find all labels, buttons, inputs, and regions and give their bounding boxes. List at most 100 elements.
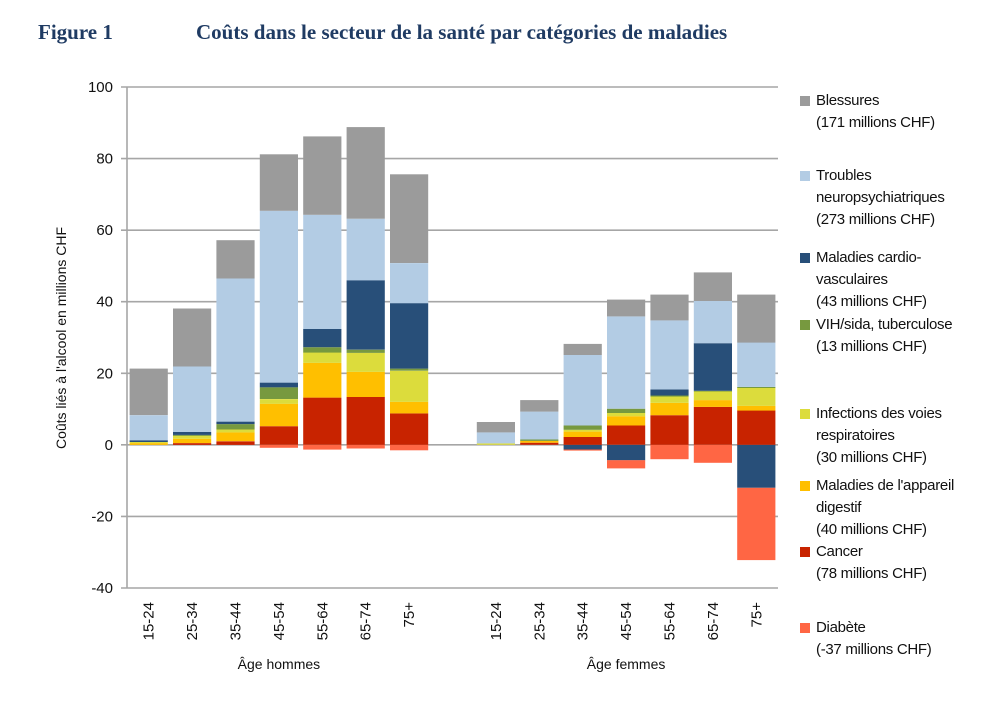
bar-segment-cancer xyxy=(346,396,385,445)
bar-segment-respiratory xyxy=(476,443,515,445)
bar-segment-neuro xyxy=(650,320,689,390)
bar-segment-cardio xyxy=(607,444,646,461)
legend-label: Diabète (-37 millions CHF) xyxy=(816,617,1000,661)
legend-label-line: Cancer xyxy=(816,543,863,560)
bar-segment-digestive xyxy=(216,432,255,442)
legend-label: Infections des voies respiratoires (30 mil… xyxy=(816,403,1000,469)
bar-segment-injuries xyxy=(346,127,385,219)
bar-segment-digestive xyxy=(346,371,385,397)
bar-segment-cardio xyxy=(563,444,602,450)
bar-segment-neuro xyxy=(346,218,385,281)
bar-segment-diabetes xyxy=(563,449,602,451)
bar-segment-neuro xyxy=(390,263,429,304)
bar-segment-hiv xyxy=(303,347,342,353)
bar-segment-injuries xyxy=(390,174,429,263)
x-tick-label: 75+ xyxy=(401,602,418,628)
bar-segment-hiv xyxy=(737,386,776,388)
bar-segment-neuro xyxy=(129,415,168,441)
bar-segment-digestive xyxy=(650,403,689,416)
bar-segment-hiv xyxy=(650,395,689,397)
bar-segment-diabetes xyxy=(259,444,298,448)
legend-swatch xyxy=(800,547,810,557)
bar-segment-neuro xyxy=(259,210,298,383)
x-tick-label: 45-54 xyxy=(618,602,635,640)
bar-segment-cancer xyxy=(520,442,559,445)
legend-label-line: (40 millions CHF) xyxy=(816,521,927,538)
bar-segment-cancer xyxy=(693,406,732,445)
x-tick-label: 15-24 xyxy=(141,602,158,640)
bar-segment-digestive xyxy=(129,443,168,445)
bar-segment-cardio xyxy=(346,280,385,350)
y-tick-label: 60 xyxy=(96,222,113,239)
bar-segment-cardio xyxy=(650,389,689,396)
bar-segment-cancer xyxy=(216,441,255,445)
x-tick-label: 25-34 xyxy=(184,602,201,640)
bar-segment-neuro xyxy=(563,355,602,426)
bar-segment-diabetes xyxy=(650,444,689,460)
figure-number: Figure 1 xyxy=(38,20,113,44)
bar-segment-hiv xyxy=(520,439,559,441)
x-tick-label: 35-44 xyxy=(228,602,245,640)
legend-label: Maladies cardio-vasculaires (43 millions … xyxy=(816,247,1000,313)
bar-segment-cancer xyxy=(737,410,776,445)
group-label: Âge hommes xyxy=(238,656,320,672)
bar-segment-digestive xyxy=(390,401,429,414)
bar-segment-respiratory xyxy=(737,388,776,406)
bar-segment-injuries xyxy=(173,308,212,367)
bar-segment-injuries xyxy=(520,400,559,412)
bar-segment-cardio xyxy=(129,440,168,442)
legend-label-line: (13 millions CHF) xyxy=(816,338,927,355)
bar-segment-neuro xyxy=(693,301,732,344)
legend-label: VIH/sida, tuberculose (13 millions CHF) xyxy=(816,314,1000,358)
figure-title: Coûts dans le secteur de la santé par ca… xyxy=(196,20,728,44)
y-tick-label: -40 xyxy=(91,580,113,597)
bar-segment-injuries xyxy=(737,294,776,343)
bar-segment-neuro xyxy=(520,411,559,440)
x-tick-label: 35-44 xyxy=(575,602,592,640)
bar-segment-cardio xyxy=(390,303,429,369)
legend-label: Maladies de l'appareil digestif (40 millio… xyxy=(816,475,1000,541)
bar-segment-cancer xyxy=(563,437,602,445)
bar-segment-diabetes xyxy=(737,487,776,561)
bar-segment-respiratory xyxy=(563,429,602,432)
bar-segment-digestive xyxy=(607,416,646,426)
x-tick-label: 15-24 xyxy=(488,602,505,640)
bar-segment-neuro xyxy=(303,214,342,329)
y-tick-labels: 100 80 60 40 20 0 -20 -40 xyxy=(88,79,113,597)
x-tick-label: 75+ xyxy=(748,602,765,628)
bar-segment-diabetes xyxy=(390,444,429,451)
x-tick-label: 45-54 xyxy=(271,602,288,640)
legend-label-line: Troubles xyxy=(816,167,872,184)
y-tick-label: 100 xyxy=(88,79,113,96)
bar-segment-injuries xyxy=(693,272,732,301)
y-axis-title: Coûts liés à l'alcool en millions CHF xyxy=(53,227,69,449)
bar-segment-diabetes xyxy=(303,444,342,450)
bar-segment-digestive xyxy=(173,438,212,444)
bar-segment-respiratory xyxy=(693,391,732,401)
bar-segment-respiratory xyxy=(650,396,689,403)
x-tick-label: 65-74 xyxy=(358,602,375,640)
bar-segment-digestive xyxy=(520,440,559,443)
bar-segment-hiv xyxy=(607,408,646,413)
bar-segment-injuries xyxy=(129,368,168,416)
bar-segment-cancer xyxy=(390,413,429,445)
bar-segment-cardio xyxy=(216,421,255,425)
legend-label-line: neuropsychiatriques xyxy=(816,189,945,206)
legend-swatch xyxy=(800,623,810,633)
legend-label-line: Maladies de l'appareil xyxy=(816,477,955,494)
bar-segment-hiv xyxy=(173,434,212,436)
legend-swatch xyxy=(800,171,810,181)
bar-segment-cardio xyxy=(173,432,212,435)
bar-segment-cancer xyxy=(259,426,298,445)
legend-label-line: respiratoires xyxy=(816,427,895,444)
bar-segment-hiv xyxy=(390,368,429,371)
bar-segment-digestive xyxy=(737,405,776,411)
legend-label-line: Diabète xyxy=(816,619,866,636)
x-tick-labels: 15-24 25-34 35-44 45-54 55-64 65-74 75+ 15-24 25… xyxy=(141,602,766,641)
bar-segment-respiratory xyxy=(390,370,429,402)
bar-segment-injuries xyxy=(607,299,646,317)
bar-segment-hiv xyxy=(346,349,385,353)
bar-segment-diabetes xyxy=(607,460,646,469)
bar-segment-respiratory xyxy=(607,413,646,417)
